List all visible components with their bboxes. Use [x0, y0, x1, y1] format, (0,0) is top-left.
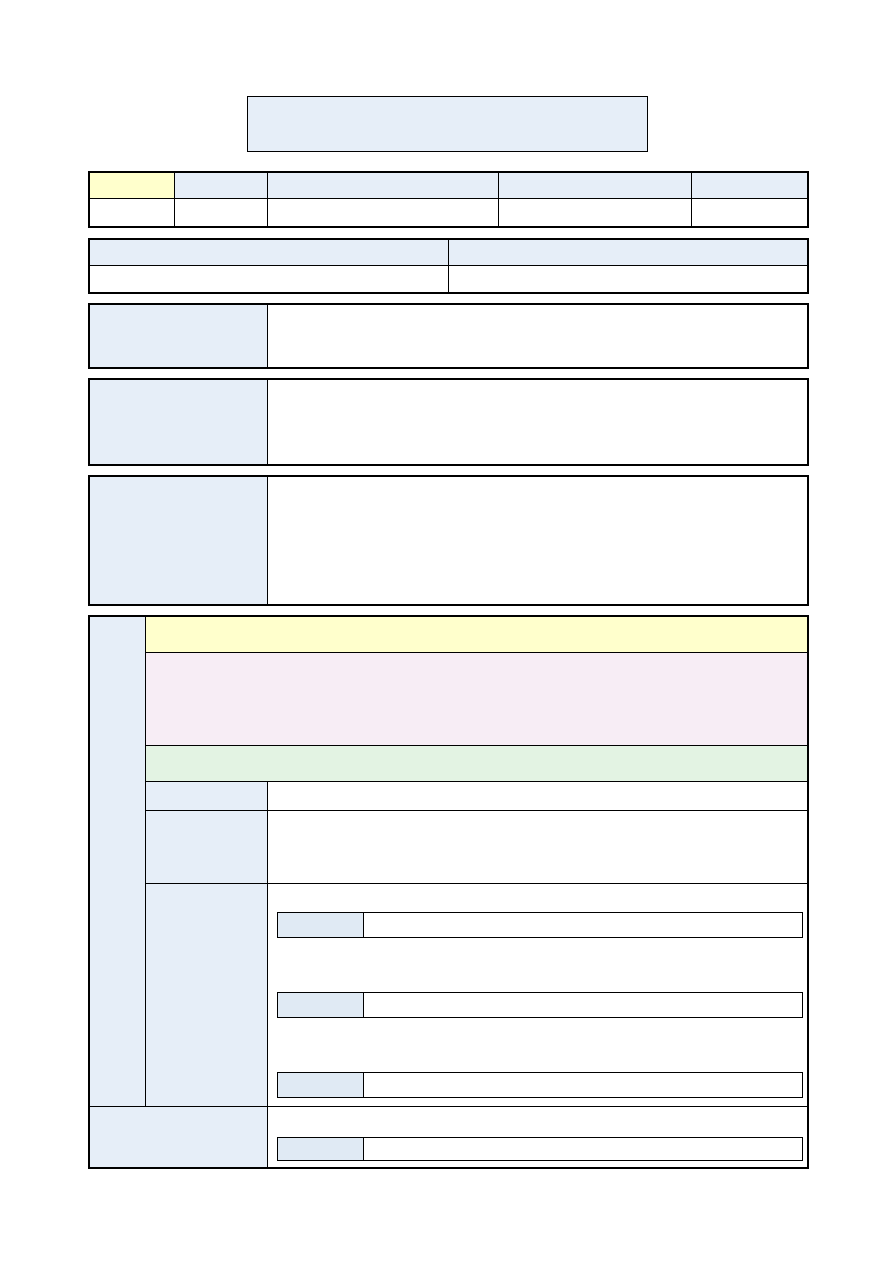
header-cell-1	[89, 172, 175, 199]
inner-field-1-input[interactable]	[363, 912, 803, 938]
section-label	[89, 304, 268, 369]
pink-band	[145, 652, 809, 746]
section-label	[89, 379, 268, 466]
value-cell-left[interactable]	[89, 265, 449, 294]
value-cell-2[interactable]	[174, 198, 268, 228]
section-content[interactable]	[267, 304, 809, 369]
header-cell-left	[89, 239, 449, 266]
inner-field-1-label	[277, 912, 364, 938]
inner-field-3-input[interactable]	[363, 1072, 803, 1098]
header-cell-2	[174, 172, 268, 199]
inner-field-4-input[interactable]	[363, 1137, 803, 1161]
inner-field-3-label	[277, 1072, 364, 1098]
inner-field-2-label	[277, 992, 364, 1018]
header-cell-5	[691, 172, 809, 199]
green-band	[145, 745, 809, 782]
inner-field-2-input[interactable]	[363, 992, 803, 1018]
row-label-3	[145, 883, 268, 1107]
row-label-2	[145, 810, 268, 884]
value-cell-5[interactable]	[691, 198, 809, 228]
header-cell-4	[498, 172, 692, 199]
row-label-1	[145, 781, 268, 811]
row-content-1[interactable]	[267, 781, 809, 811]
header-cell-3	[267, 172, 499, 199]
header-cell-right	[448, 239, 809, 266]
section-label	[89, 476, 268, 606]
title-box	[247, 96, 648, 152]
value-cell-1[interactable]	[89, 198, 175, 228]
section-content[interactable]	[267, 379, 809, 466]
value-cell-4[interactable]	[498, 198, 692, 228]
section-content[interactable]	[267, 476, 809, 606]
inner-field-4-label	[277, 1137, 364, 1161]
value-cell-3[interactable]	[267, 198, 499, 228]
side-label	[89, 616, 146, 1107]
row-content-2[interactable]	[267, 810, 809, 884]
value-cell-right[interactable]	[448, 265, 809, 294]
yellow-band	[145, 616, 809, 653]
bottom-label	[89, 1106, 268, 1168]
